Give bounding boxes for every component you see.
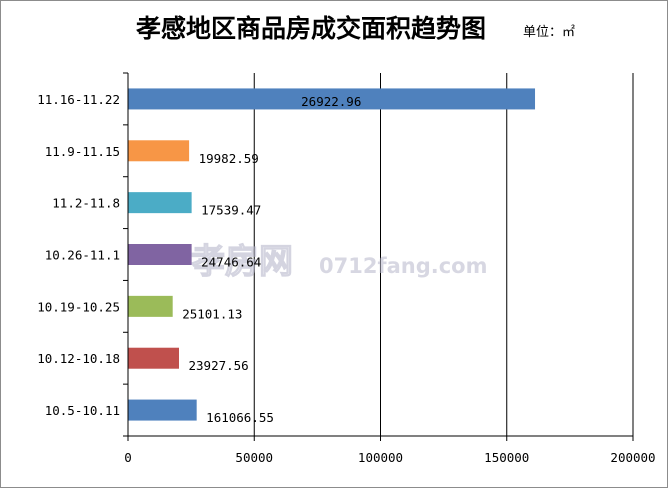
unit-label: 单位：㎡ (523, 25, 575, 40)
data-label: 25101.13 (182, 306, 242, 321)
data-label: 17539.47 (201, 203, 261, 218)
x-tick-label: 0 (124, 450, 132, 465)
gridlines (253, 73, 634, 436)
bars (128, 88, 536, 421)
x-tick-label: 200000 (610, 450, 655, 465)
data-label: 23927.56 (189, 358, 249, 373)
bar-10.5-10.11 (128, 399, 197, 421)
x-tick-label: 150000 (484, 450, 529, 465)
x-tick-label: 50000 (235, 450, 273, 465)
y-tick-label: 11.2-11.8 (52, 196, 120, 211)
data-label: 26922.96 (301, 94, 361, 109)
y-tick-label: 10.5-10.11 (45, 403, 120, 418)
bar-11.2-11.8 (128, 192, 192, 214)
x-tick-label: 100000 (358, 450, 403, 465)
data-label: 19982.59 (199, 151, 259, 166)
bar-10.26-11.1 (128, 244, 192, 265)
data-labels: 161066.55 23927.56 25101.13 24746.64 17539.4… (182, 94, 361, 425)
y-tick-label: 10.19-10.25 (37, 299, 120, 314)
y-tick-label: 10.26-11.1 (45, 248, 120, 263)
bar-10.12-10.18 (128, 347, 179, 369)
bar-11.9-11.15 (128, 140, 190, 162)
bar-10.19-10.25 (128, 295, 173, 317)
y-tick-label: 11.9-11.15 (45, 144, 120, 159)
data-label: 161066.55 (206, 410, 274, 425)
axes: 0 50000 100000 150000 200000 10.5-10.11 10.12-… (37, 72, 656, 465)
watermark-logo-text: 孝房网 (191, 242, 293, 282)
watermark: 孝房网 0712fang.com (190, 241, 487, 282)
data-label: 24746.64 (201, 255, 261, 270)
bar-11.16-11.22 (128, 88, 536, 110)
chart-title: 孝感地区商品房成交面积趋势图 (136, 14, 486, 43)
watermark-url: 0712fang.com (319, 254, 487, 278)
y-tick-label: 10.12-10.18 (37, 351, 120, 366)
y-tick-label: 11.16-11.22 (37, 92, 120, 107)
